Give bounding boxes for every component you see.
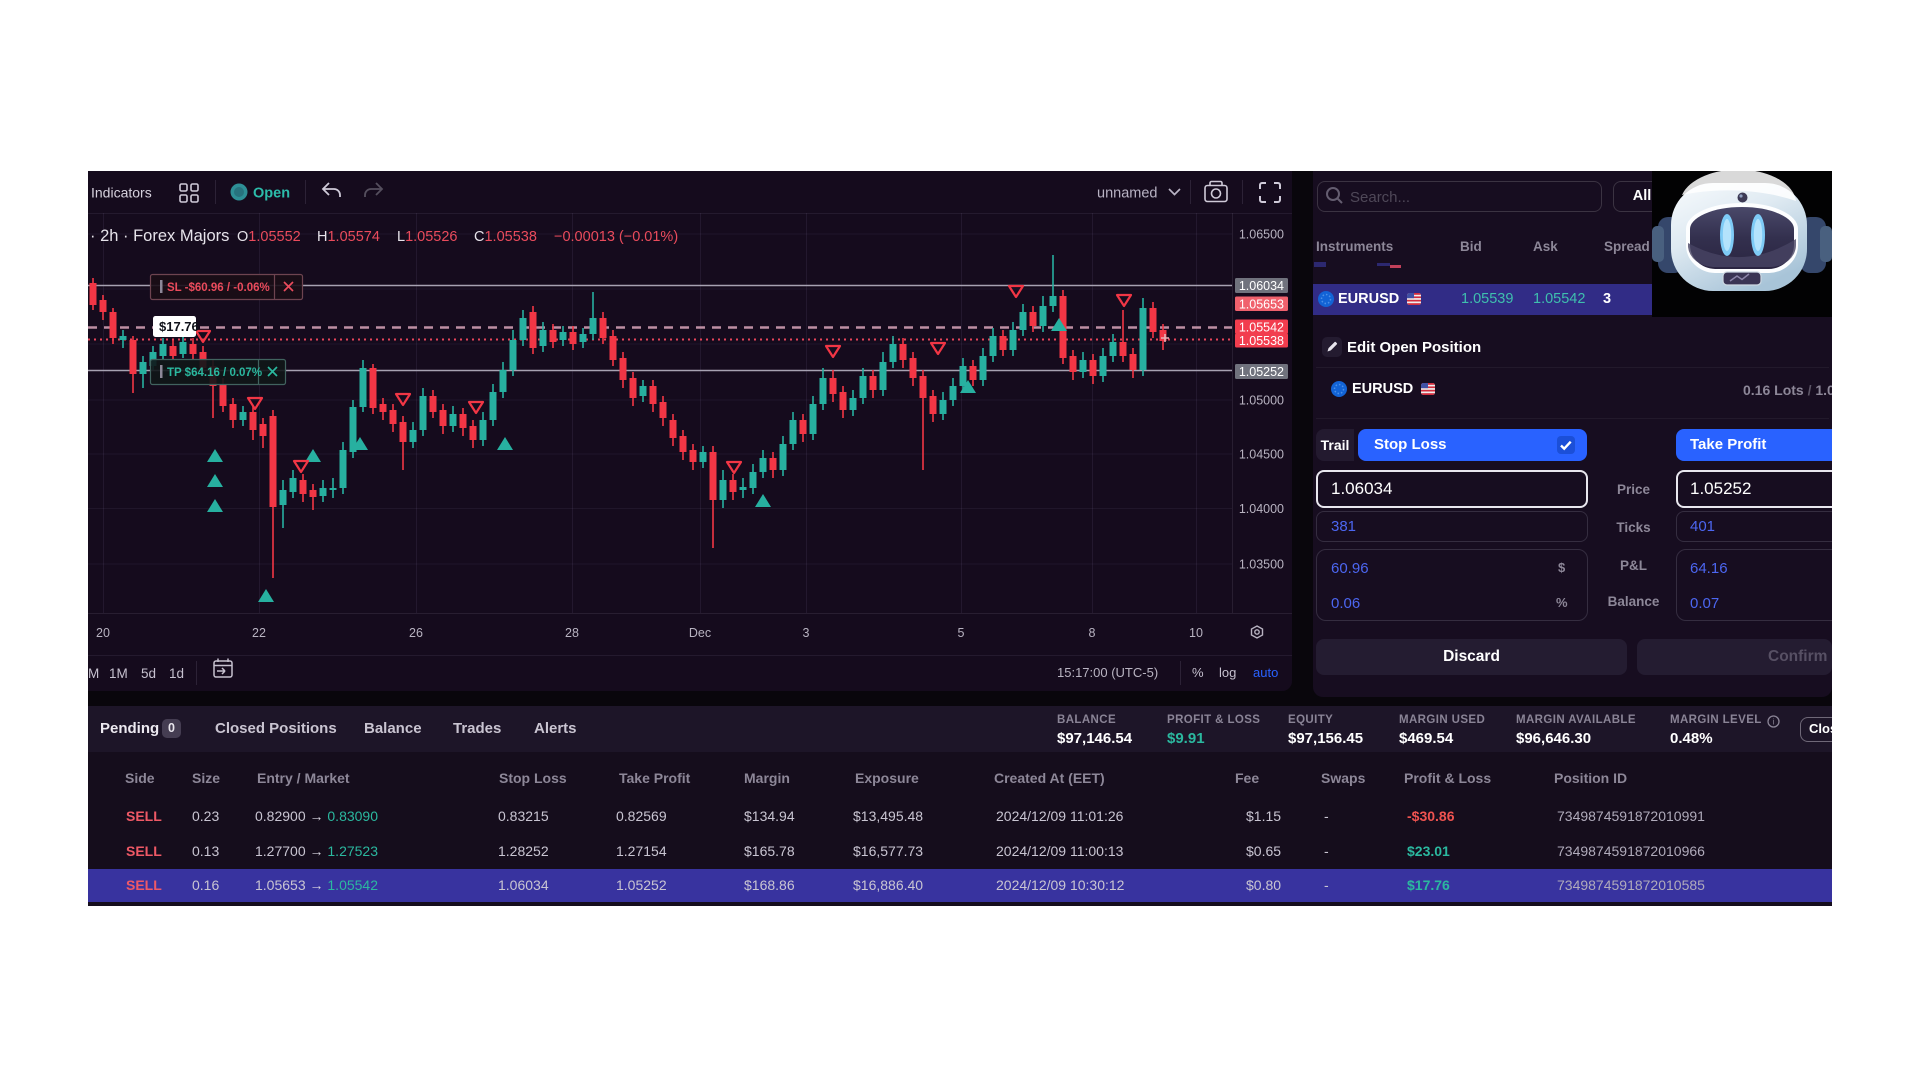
svg-text:i: i [1773, 718, 1775, 727]
svg-text:15:17:00 (UTC-5): 15:17:00 (UTC-5) [1057, 665, 1158, 680]
svg-text:3: 3 [803, 626, 810, 640]
svg-text:SL -$60.96 / -0.06%: SL -$60.96 / -0.06% [167, 282, 270, 294]
svg-text:22: 22 [252, 626, 266, 640]
svg-text:28: 28 [565, 626, 579, 640]
svg-text:Open: Open [253, 186, 290, 202]
svg-text:1.06034: 1.06034 [1239, 279, 1284, 293]
svg-text:1.03500: 1.03500 [1239, 558, 1284, 572]
svg-text:$17.76: $17.76 [159, 319, 199, 334]
svg-text:1M: 1M [109, 666, 128, 681]
svg-text:1.06500: 1.06500 [1239, 228, 1284, 242]
svg-text:· 2h · Forex Majors: · 2h · Forex Majors [90, 227, 229, 245]
svg-text:20: 20 [96, 626, 110, 640]
svg-text:5d: 5d [141, 666, 156, 681]
svg-text:−0.00013 (−0.01%): −0.00013 (−0.01%) [554, 229, 678, 245]
svg-text:H1.05574: H1.05574 [317, 229, 380, 245]
svg-text:1.04500: 1.04500 [1239, 448, 1284, 462]
svg-text:1.05252: 1.05252 [1239, 365, 1284, 379]
svg-text:Indicators: Indicators [91, 185, 152, 201]
svg-text:1.05653: 1.05653 [1239, 297, 1284, 311]
svg-text:1.04000: 1.04000 [1239, 502, 1284, 516]
svg-text:M: M [88, 666, 99, 681]
svg-text:1.05000: 1.05000 [1239, 394, 1284, 408]
svg-text:L1.05526: L1.05526 [397, 229, 458, 245]
svg-text:auto: auto [1253, 665, 1278, 680]
svg-text:1d: 1d [169, 666, 184, 681]
svg-text:26: 26 [409, 626, 423, 640]
svg-text:1.05542: 1.05542 [1239, 320, 1284, 334]
svg-text:8: 8 [1089, 626, 1096, 640]
svg-text:unnamed: unnamed [1097, 186, 1157, 202]
svg-text:5: 5 [958, 626, 965, 640]
svg-text:%: % [1192, 665, 1204, 680]
svg-text:O1.05552: O1.05552 [237, 229, 301, 245]
svg-text:log: log [1219, 665, 1236, 680]
svg-text:10: 10 [1189, 626, 1203, 640]
svg-text:TP $64.16 / 0.07%: TP $64.16 / 0.07% [167, 367, 262, 379]
svg-text:C1.05538: C1.05538 [474, 229, 537, 245]
svg-text:Dec: Dec [689, 626, 711, 640]
svg-text:1.05538: 1.05538 [1239, 334, 1284, 348]
